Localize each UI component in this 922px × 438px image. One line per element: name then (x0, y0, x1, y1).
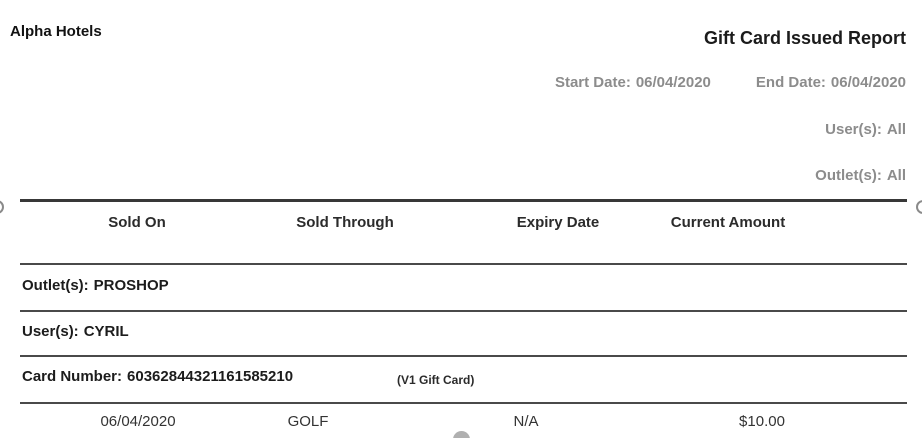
outlet-row-rule (20, 310, 907, 312)
cell-expiry-date: N/A (513, 413, 539, 430)
outlets-filter: Outlet(s): All (815, 167, 906, 184)
outlet-group-value: PROSHOP (93, 277, 169, 294)
cell-current-amount: $10.00 (739, 413, 785, 430)
right-edge-handle-icon[interactable] (916, 200, 922, 214)
table-top-rule (20, 199, 907, 202)
outlet-group-row: Outlet(s): PROSHOP (22, 277, 169, 294)
brand-name: Alpha Hotels (10, 23, 102, 40)
end-date-value: 06/04/2020 (830, 74, 906, 91)
card-number-label: Card Number: (22, 368, 123, 385)
end-date-label: End Date: (755, 74, 826, 91)
start-date: Start Date: 06/04/2020 (555, 74, 711, 91)
user-group-value: CYRIL (83, 323, 129, 340)
cell-sold-through: GOLF (287, 413, 329, 430)
header-bottom-rule (20, 263, 907, 265)
user-group-label: User(s): (22, 323, 79, 340)
outlet-group-label: Outlet(s): (22, 277, 89, 294)
user-row-rule (20, 355, 907, 357)
card-number-value: 60362844321161585210 (127, 368, 294, 385)
users-filter: User(s): All (825, 121, 906, 138)
column-header-sold-through: Sold Through (296, 214, 394, 231)
users-filter-label: User(s): (825, 121, 882, 138)
cell-sold-on: 06/04/2020 (100, 413, 176, 430)
column-header-current-amount: Current Amount (670, 214, 786, 231)
start-date-label: Start Date: (554, 74, 631, 91)
outlets-filter-value: All (886, 167, 906, 184)
column-header-expiry-date: Expiry Date (516, 214, 600, 231)
card-type-note: (V1 Gift Card) (397, 373, 475, 387)
loading-dot-icon (453, 431, 470, 438)
start-date-value: 06/04/2020 (635, 74, 711, 91)
card-row-rule (20, 402, 907, 404)
user-group-row: User(s): CYRIL (22, 323, 129, 340)
report-title: Gift Card Issued Report (703, 28, 906, 48)
end-date: End Date: 06/04/2020 (756, 74, 906, 91)
users-filter-value: All (886, 121, 906, 138)
date-range: Start Date: 06/04/2020 End Date: 06/04/2… (555, 74, 906, 91)
outlets-filter-label: Outlet(s): (815, 167, 882, 184)
card-number-row: Card Number: 60362844321161585210 (22, 368, 293, 385)
left-edge-handle-icon[interactable] (0, 200, 4, 214)
column-header-sold-on: Sold On (108, 214, 166, 231)
